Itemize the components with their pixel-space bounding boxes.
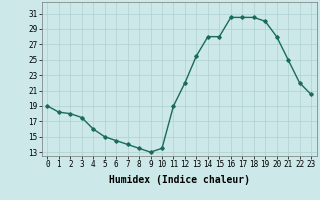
X-axis label: Humidex (Indice chaleur): Humidex (Indice chaleur) [109,175,250,185]
